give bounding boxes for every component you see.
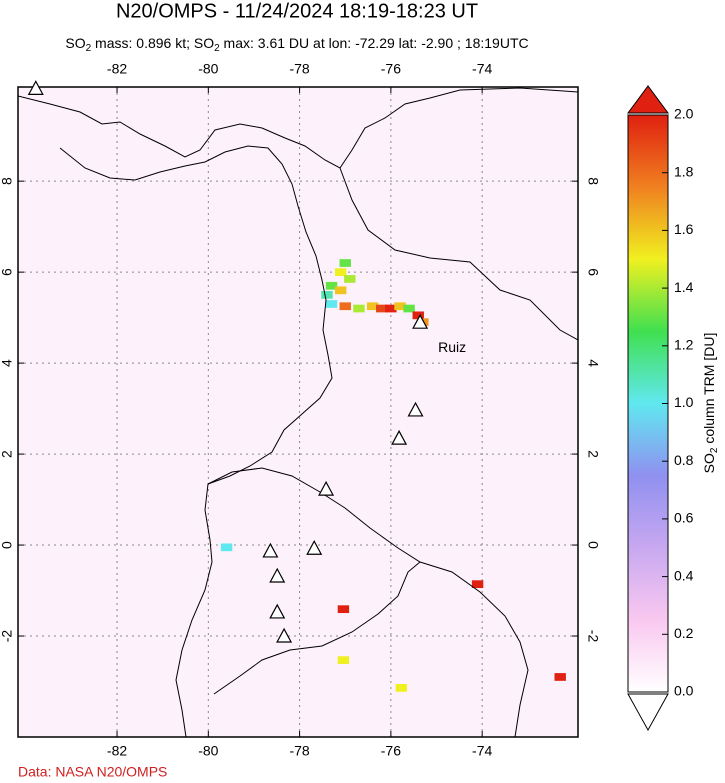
lat-label-right: 0 [585, 541, 601, 549]
so2-pixel [366, 302, 379, 311]
lat-label-right: -2 [585, 630, 601, 643]
lat-label-right: 8 [585, 177, 601, 185]
colorbar: 0.0 0.2 0.4 0.6 0.8 1.0 1.2 1.4 1.6 1.8 2.0 [627, 85, 694, 732]
colorbar-body [627, 114, 669, 693]
colorbar-tick-label: 0.0 [674, 683, 694, 699]
subtitle-subscript: 2 [214, 43, 220, 54]
so2-pixel [394, 302, 406, 311]
coastline [18, 87, 578, 169]
map-frame [17, 86, 579, 738]
colorbar-tick-label: 0.8 [674, 452, 694, 468]
volcano-marker [269, 567, 286, 583]
colorbar-tick-label: 1.0 [674, 394, 694, 410]
colorbar-label: SO2 column TRM [DU] [701, 333, 720, 474]
so2-pixel [344, 275, 356, 283]
colorbar-tick-label: 1.8 [674, 163, 694, 179]
lon-label-top: -74 [472, 61, 492, 77]
subtitle-part: mass: 0.896 kt; SO [91, 35, 214, 51]
map-background [18, 87, 578, 737]
lat-label-left: 4 [0, 359, 15, 367]
so2-pixel [334, 286, 347, 295]
lon-label-bottom: -74 [472, 743, 492, 759]
volcano-marker [306, 539, 323, 555]
so2-pixel [376, 304, 388, 313]
so2-pixel [325, 300, 338, 308]
country-border [213, 561, 421, 695]
volcano-marker [412, 313, 429, 329]
lon-label-top: -76 [381, 61, 401, 77]
so2-pixel [220, 543, 233, 552]
country-border [339, 167, 578, 341]
data-source: Data: NASA N20/OMPS [18, 764, 167, 780]
lat-label-left: -2 [0, 630, 15, 643]
volcano-marker [27, 80, 44, 95]
lat-label-right: 2 [585, 450, 601, 458]
so2-pixels [220, 259, 566, 692]
lon-label-bottom: -78 [289, 743, 309, 759]
colorbar-tick-label: 1.4 [674, 279, 694, 295]
lon-label-bottom: -80 [198, 743, 218, 759]
volcano-marker [318, 480, 335, 496]
lat-label-right: 4 [585, 359, 601, 367]
so2-pixel [337, 605, 350, 614]
lon-label-bottom: -76 [381, 743, 401, 759]
so2-pixel [385, 304, 397, 313]
coastline [59, 145, 333, 737]
so2-pixel [339, 302, 351, 311]
subtitle-part: max: 3.61 DU at lon: -72.29 lat: -2.90 ;… [220, 35, 529, 51]
colorbar-label-part: SO [701, 453, 717, 473]
so2-pixel [471, 580, 484, 589]
subtitle-part: SO [65, 35, 85, 51]
colorbar-tick-label: 1.6 [674, 221, 694, 237]
volcano-marker [262, 542, 279, 558]
volcanoes: Ruiz [27, 80, 466, 643]
volcano-label: Ruiz [438, 339, 466, 355]
lat-label-left: 2 [0, 450, 15, 458]
colorbar-extend-min [627, 693, 669, 732]
coastlines [18, 87, 578, 737]
colorbar-tick-label: 2.0 [674, 106, 694, 122]
so2-pixel [325, 281, 338, 290]
grid [18, 87, 578, 737]
colorbar-tick-label: 0.2 [674, 625, 694, 641]
lon-label-top: -82 [107, 61, 127, 77]
lat-label-left: 0 [0, 541, 15, 549]
lat-label-left: 6 [0, 268, 15, 276]
map-ticks: -82 -82 -80 -80 -78 -78 -76 -76 -74 -74 -2 -2 0 0 2 2 4 4… [0, 61, 601, 759]
volcano-marker [391, 429, 408, 445]
so2-pixel [334, 268, 347, 276]
volcano-marker [407, 401, 424, 417]
so2-pixel [395, 684, 408, 692]
colorbar-label-part: column TRM [DU] [701, 333, 717, 448]
so2-pixel [412, 311, 424, 320]
colorbar-tick-label: 0.6 [674, 510, 694, 526]
so2-pixel [353, 304, 365, 313]
so2-pixel [337, 656, 350, 664]
lon-label-top: -80 [198, 61, 218, 77]
country-border [207, 467, 529, 737]
title: N20/OMPS - 11/24/2024 18:19-18:23 UT [116, 0, 478, 22]
lon-label-bottom: -82 [107, 743, 127, 759]
lat-label-right: 6 [585, 268, 601, 276]
colorbar-tick-label: 1.2 [674, 337, 694, 353]
so2-pixel [339, 259, 351, 267]
lat-label-left: 8 [0, 177, 15, 185]
lon-label-top: -78 [289, 61, 309, 77]
colorbar-extend-max [627, 85, 669, 114]
so2-pixel [321, 291, 333, 299]
colorbar-label-subscript: 2 [709, 447, 720, 453]
subtitle-subscript: 2 [86, 43, 92, 54]
subtitle: SO2 mass: 0.896 kt; SO2 max: 3.61 DU at … [65, 35, 528, 54]
so2-pixel [554, 673, 566, 681]
volcano-marker [269, 603, 286, 619]
so2-pixel [403, 304, 415, 313]
volcano-marker [276, 627, 293, 643]
colorbar-tick-label: 0.4 [674, 567, 694, 583]
